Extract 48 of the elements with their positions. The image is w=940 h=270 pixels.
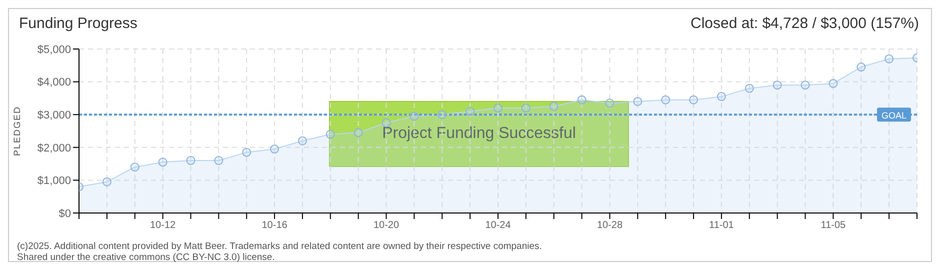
- point: [214, 156, 224, 166]
- point: [354, 128, 363, 138]
- point: [661, 95, 670, 104]
- point: [438, 110, 447, 120]
- y-tick-label: $2,000: [37, 142, 71, 154]
- point: [577, 95, 586, 104]
- y-tick-label: $1,000: [37, 175, 71, 188]
- text: Shared under the creative commons (CC BY-NC 3.0) license.: [17, 252, 276, 263]
- x-tick-label: 11-01: [709, 220, 734, 232]
- y-tick-label: $3,000: [37, 110, 71, 122]
- point: [102, 177, 112, 186]
- point: [494, 104, 502, 113]
- point: [298, 136, 307, 146]
- y-tick-label: $5,000: [37, 44, 71, 56]
- x-tick-label: 10-16: [262, 220, 288, 232]
- x-tick-label: 10-28: [596, 220, 623, 232]
- point: [716, 92, 726, 102]
- point: [884, 54, 894, 64]
- point: [800, 80, 810, 90]
- y-axis-title: PLEDGED: [12, 106, 22, 156]
- ref-line-label: GOAL: [881, 110, 907, 121]
- x-tick-label: 11-05: [820, 220, 846, 232]
- point: [772, 80, 782, 90]
- point: [689, 95, 698, 104]
- point: [633, 96, 642, 106]
- point: [130, 162, 140, 172]
- y-tick-label: $4,000: [37, 76, 71, 89]
- x-tick-label: 10-12: [150, 220, 176, 232]
- banner-box: Project Funding Successful: [329, 101, 629, 167]
- x-tick-label: 10-24: [485, 220, 512, 232]
- text: (c)2025. Additional content provided by Matt Beer. Trademarks and related content are owned by their respective companies.: [17, 241, 542, 252]
- point: [158, 158, 168, 167]
- point: [549, 102, 558, 111]
- point: [242, 148, 252, 157]
- point: [410, 112, 419, 121]
- point: [605, 98, 614, 108]
- point: [186, 156, 196, 166]
- x-tick-label: 10-20: [373, 220, 400, 232]
- point: [521, 104, 530, 113]
- text: Closed at: $4,728 / $3,000 (157%): [690, 15, 919, 32]
- chart-title: Funding Progress: [19, 15, 138, 32]
- y-tick-label: $0: [58, 208, 71, 220]
- point: [326, 130, 335, 139]
- point: [828, 78, 838, 88]
- point: [856, 62, 866, 72]
- point: [744, 84, 754, 93]
- point: [466, 106, 475, 116]
- point: [270, 144, 280, 154]
